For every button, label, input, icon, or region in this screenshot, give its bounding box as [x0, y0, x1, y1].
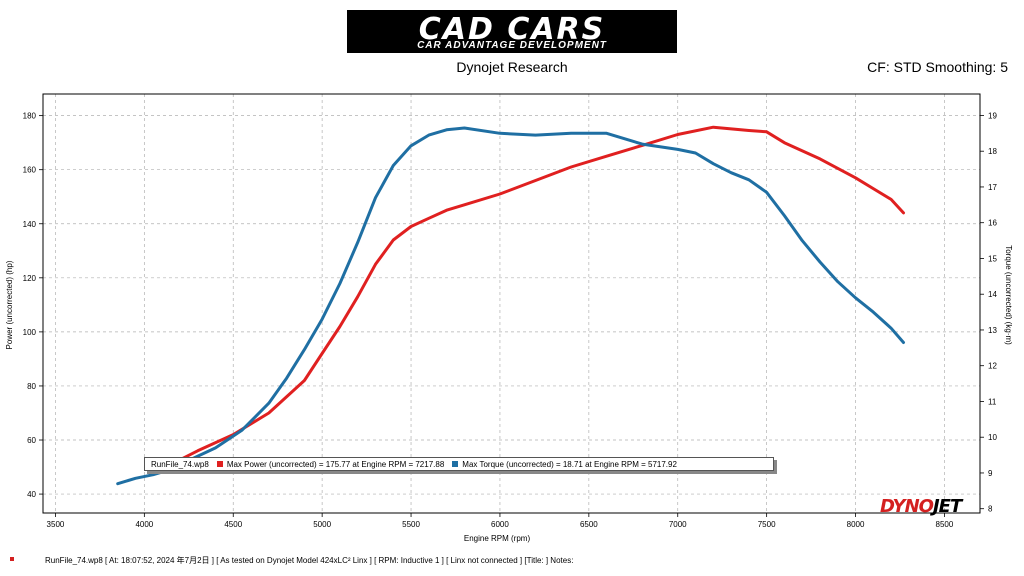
x-tick-label: 6000	[491, 520, 509, 529]
y-right-tick-label: 12	[988, 362, 997, 371]
x-tick-label: 4000	[135, 520, 153, 529]
y-left-axis-label: Power (uncorrected) (hp)	[5, 260, 14, 349]
series-layer	[116, 125, 905, 486]
y-right-tick-label: 9	[988, 469, 993, 478]
x-tick-label: 5500	[402, 520, 420, 529]
brand-dyno: DYNO	[880, 496, 934, 517]
legend-power-entry: Max Power (uncorrected) = 175.77 at Engi…	[226, 459, 445, 469]
y-left-tick-label: 80	[27, 382, 36, 391]
x-axis-label: Engine RPM (rpm)	[464, 534, 531, 543]
y-right-tick-label: 11	[988, 397, 997, 406]
logo-sub-text: CAR ADVANTAGE DEVELOPMENT	[417, 40, 607, 51]
y-left-tick-label: 120	[23, 274, 37, 283]
y-right-tick-label: 19	[988, 111, 997, 120]
x-tick-label: 7000	[669, 520, 687, 529]
y-left-tick-label: 180	[23, 112, 37, 121]
legend-file-name: RunFile_74.wp8	[151, 459, 209, 469]
y-left-tick-label: 100	[23, 328, 37, 337]
legend-torque-entry: Max Torque (uncorrected) = 18.71 at Engi…	[462, 459, 677, 469]
y-left-tick-label: 140	[23, 220, 37, 229]
y-right-tick-label: 14	[988, 290, 997, 299]
footer-run-marker	[10, 557, 14, 561]
logo-main-text: CAD CARS	[418, 12, 606, 47]
y-right-tick-label: 18	[988, 147, 997, 156]
brand-jet: JET	[932, 496, 962, 517]
y-right-tick-label: 10	[988, 433, 997, 442]
correction-factor-label: CF: STD Smoothing: 5	[867, 59, 1008, 75]
y-left-tick-label: 60	[27, 436, 36, 445]
x-tick-label: 8500	[936, 520, 954, 529]
plot-border	[42, 93, 981, 514]
x-tick-label: 5000	[313, 520, 331, 529]
y-right-axis-label: Torque (uncorrected) (kg·m)	[1004, 245, 1013, 345]
chart-legend: RunFile_74.wp8 Max Power (uncorrected) =…	[144, 457, 774, 471]
x-tick-label: 6500	[580, 520, 598, 529]
y-right-tick-label: 17	[988, 183, 997, 192]
y-right-tick-label: 8	[988, 505, 993, 514]
y-left-tick-label: 160	[23, 166, 37, 175]
legend-torque-swatch	[452, 461, 459, 467]
chart-subtitle: Dynojet Research	[456, 59, 568, 75]
x-tick-label: 7500	[758, 520, 776, 529]
y-right-tick-label: 15	[988, 254, 997, 263]
legend-power-swatch	[216, 461, 223, 467]
cad-cars-logo: CAD CARS CAR ADVANTAGE DEVELOPMENT	[347, 10, 677, 53]
dynojet-logo: DYNOJET	[880, 496, 962, 517]
y-left-tick-label: 40	[27, 490, 36, 499]
x-tick-label: 3500	[47, 520, 65, 529]
x-tick-label: 4500	[224, 520, 242, 529]
grid-layer	[43, 94, 980, 513]
run-info-footer: RunFile_74.wp8 [ At: 18:07:52, 2024 年7月2…	[45, 556, 574, 565]
x-tick-label: 8000	[847, 520, 865, 529]
ticks-layer: 3500 4000 4500 5000 5500 6000 6500 7000 7500 8000…	[23, 111, 998, 529]
y-right-tick-label: 16	[988, 219, 997, 228]
power-series-line	[169, 125, 905, 466]
y-right-tick-label: 13	[988, 326, 997, 335]
torque-series-line	[116, 126, 905, 486]
